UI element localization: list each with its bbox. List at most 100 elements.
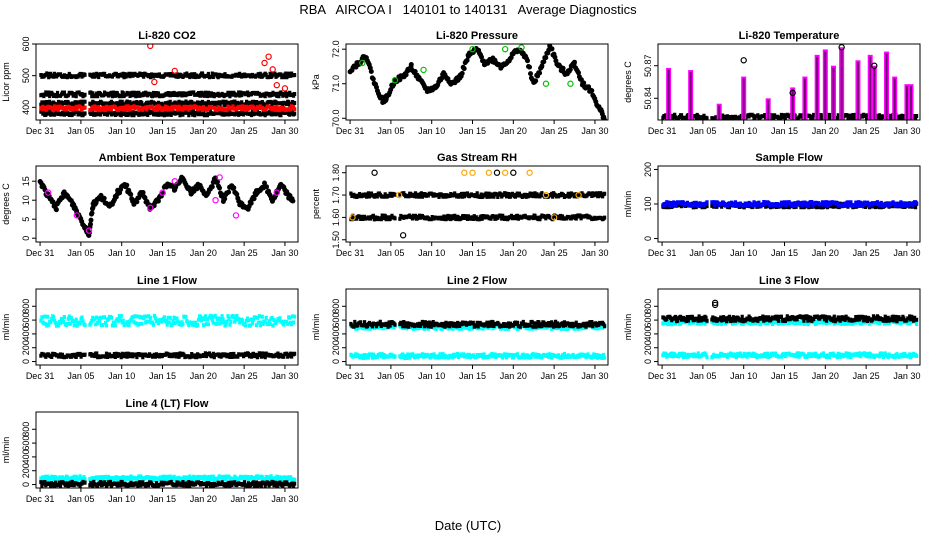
y-tick-label: 72.0 [331, 40, 341, 58]
series-reference [39, 479, 297, 488]
data-point [85, 227, 93, 234]
panel-6: Sample Flow ml/min 0 100 200 Dec 31 Jan 05 Jan … [623, 152, 921, 258]
x-tick-label: Jan 05 [689, 248, 716, 258]
data-point [151, 78, 158, 86]
y-tick-label: 200 [21, 340, 31, 355]
spike-core [840, 49, 843, 120]
plot-area [37, 174, 296, 238]
x-tick-label: Jan 05 [67, 494, 94, 504]
x-tick-label: Dec 31 [26, 248, 55, 258]
data-point [469, 45, 476, 53]
y-tick-label: 71.0 [331, 75, 341, 93]
spike-core [905, 86, 908, 120]
x-tick-label: Jan 10 [418, 126, 445, 136]
x-axis-label: Date (UTC) [434, 518, 502, 533]
y-tick-label: 0 [643, 236, 653, 241]
x-tick-label: Jan 20 [812, 126, 839, 136]
data-point [575, 191, 582, 199]
y-tick-label: 5 [21, 217, 31, 222]
x-tick-label: Dec 31 [648, 248, 677, 258]
x-tick-label: Jan 20 [190, 371, 217, 381]
x-tick-label: Jan 15 [771, 126, 798, 136]
plot-area [661, 44, 919, 120]
series-flow [39, 313, 297, 328]
data-point [212, 196, 219, 204]
data-point [171, 177, 178, 185]
y-tick-label: 0 [331, 359, 341, 364]
y-tick-label: 1.50 [331, 231, 341, 249]
spike-core [803, 78, 806, 120]
plot-area [39, 474, 297, 488]
y-axis-label: ml/min [1, 314, 11, 341]
plot-area [39, 313, 297, 360]
x-tick-label: Jan 15 [459, 248, 486, 258]
x-tick-label: Jan 20 [500, 126, 527, 136]
data-point [371, 169, 378, 176]
y-tick-label: 1.70 [331, 186, 341, 204]
x-tick-label: Jan 10 [108, 126, 135, 136]
x-tick-label: Jan 30 [581, 126, 608, 136]
panel-title: Li-820 CO2 [138, 30, 195, 42]
y-tick-label: 100 [643, 196, 653, 211]
series-low [349, 352, 607, 360]
x-tick-label: Jan 20 [812, 248, 839, 258]
plot-frame [657, 288, 921, 366]
x-tick-label: Jan 05 [377, 371, 404, 381]
data-point [711, 301, 719, 309]
panel-title: Li-820 Temperature [739, 30, 840, 42]
plot-frame [657, 43, 921, 121]
x-tick-label: Jan 20 [190, 248, 217, 258]
data-point [711, 299, 719, 307]
y-tick-label: 400 [21, 326, 31, 341]
panel-title: Gas Stream RH [437, 152, 517, 164]
x-tick-label: Jan 05 [689, 371, 716, 381]
y-axis-label: degrees C [623, 61, 633, 103]
y-tick-label: 50.84 [643, 87, 653, 110]
y-tick-label: 0 [643, 359, 653, 364]
panel-4: Ambient Box Temperature degrees C 0 5 10 15 De… [1, 152, 299, 258]
x-tick-label: Jan 15 [149, 126, 176, 136]
x-tick-label: Jan 30 [271, 248, 298, 258]
plot-frame [345, 288, 609, 366]
x-tick-label: Jan 15 [459, 371, 486, 381]
x-tick-label: Jan 15 [459, 126, 486, 136]
y-tick-label: 400 [643, 326, 653, 341]
spike-core [791, 89, 794, 120]
panel-1: Li-820 CO2 Licor ppm 400 500 600 Dec 31 Jan 05… [1, 30, 299, 136]
y-tick-label: 400 [21, 449, 31, 464]
spike-core [893, 78, 896, 120]
y-axis-label: degrees C [1, 183, 11, 225]
spike-core [816, 56, 819, 120]
x-tick-label: Jan 20 [500, 371, 527, 381]
data-point [273, 189, 280, 196]
y-tick-label: 600 [643, 313, 653, 328]
series-level-410 [39, 99, 297, 108]
plot-frame [345, 165, 609, 243]
series-temperature [37, 174, 296, 238]
series-level-1-60 [349, 213, 607, 222]
x-tick-label: Dec 31 [26, 494, 55, 504]
x-tick-label: Jan 30 [893, 371, 920, 381]
y-tick-label: 600 [21, 36, 31, 51]
data-point [542, 80, 550, 87]
y-tick-label: 200 [643, 340, 653, 355]
y-axis-label: kPa [311, 74, 321, 90]
data-point [261, 59, 268, 67]
plot-area [347, 44, 608, 120]
spike-core [742, 78, 745, 120]
x-tick-label: Jan 25 [853, 126, 880, 136]
spike-core [718, 105, 721, 120]
chart-title: RBA AIRCOA I 140101 to 140131 Average Di… [299, 2, 637, 17]
data-point [171, 67, 178, 75]
data-point [485, 169, 493, 176]
x-tick-label: Jan 30 [271, 126, 298, 136]
data-point [273, 81, 280, 89]
data-point [399, 232, 407, 239]
spike-core [667, 69, 670, 120]
plot-frame [35, 411, 299, 489]
data-point [567, 80, 574, 87]
spike-core [824, 51, 827, 120]
data-point [391, 77, 399, 84]
